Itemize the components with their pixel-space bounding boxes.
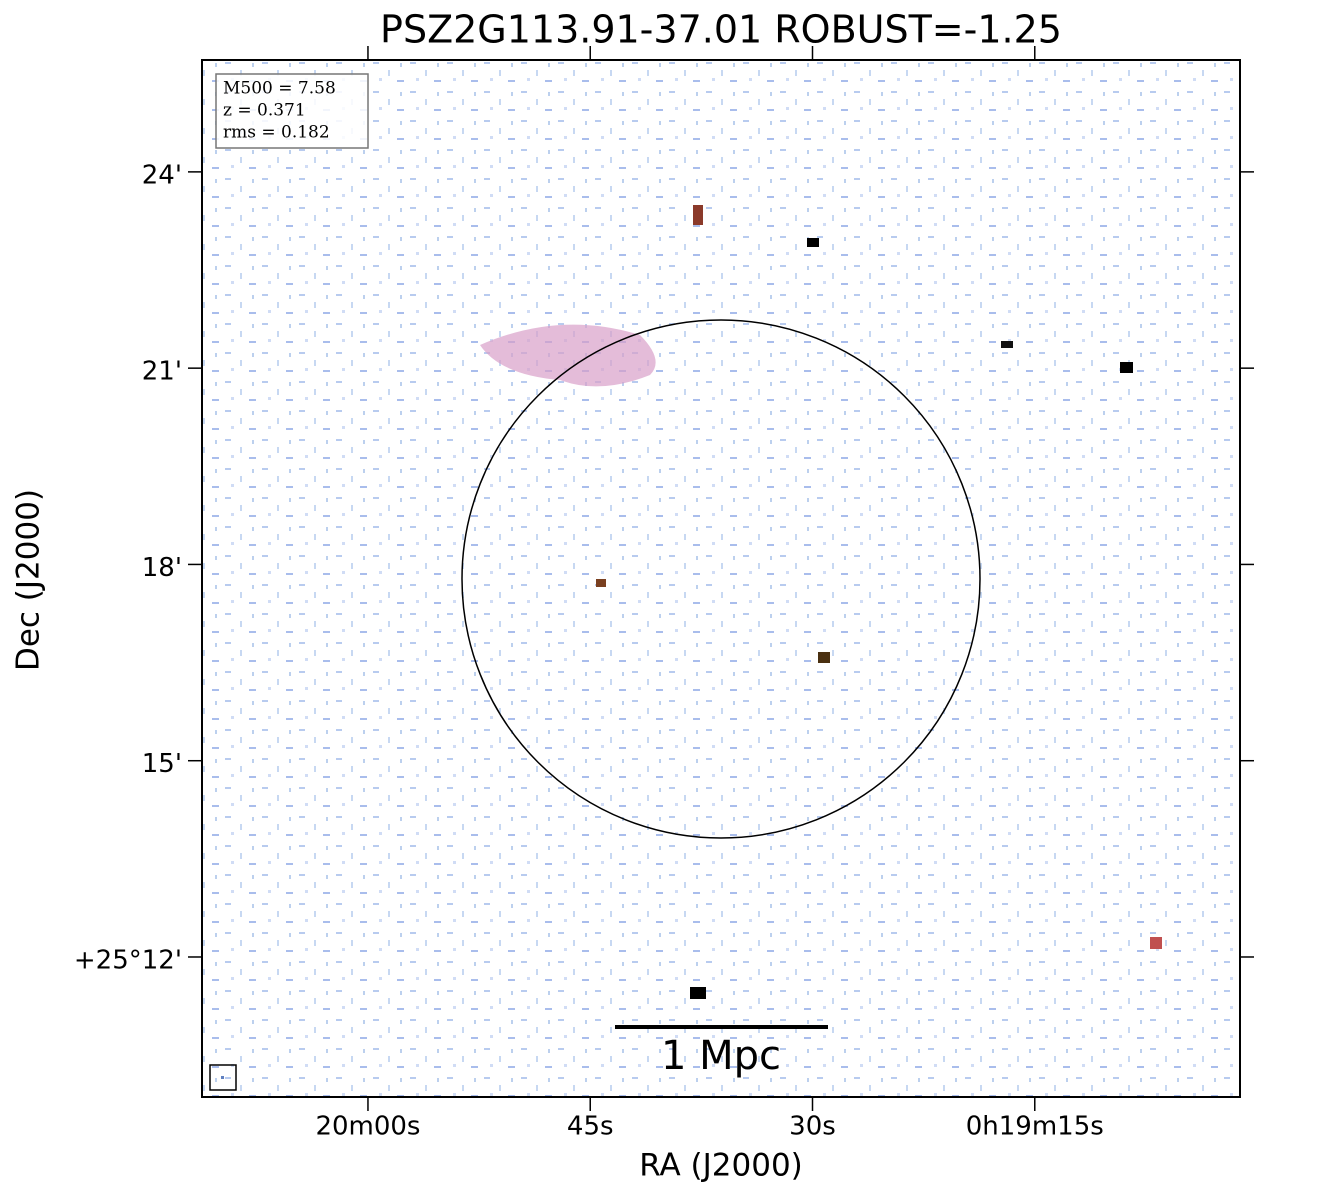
x-tick-label: 20m00s (315, 1112, 420, 1142)
y-tick-label: 24' (142, 160, 182, 190)
y-tick-label: 18' (142, 553, 182, 583)
plot-frame (201, 59, 1241, 1098)
annotation: M500 = 7.58 (223, 79, 336, 99)
source (693, 205, 703, 225)
image-noise (202, 60, 1240, 1097)
y-tick-label: 15' (142, 749, 182, 779)
source (1001, 341, 1013, 348)
info-box (215, 73, 369, 149)
y-tick-label: 21' (142, 357, 182, 387)
source (818, 652, 830, 663)
annotation: z = 0.371 (223, 101, 306, 121)
source (1120, 362, 1133, 373)
source (1150, 937, 1162, 949)
source (596, 579, 606, 587)
x-tick-label: 0h19m15s (966, 1112, 1104, 1142)
source (807, 238, 819, 247)
y-axis-label: Dec (J2000) (11, 489, 47, 671)
x-tick-label: 30s (789, 1112, 836, 1142)
diffuse-source (480, 324, 656, 387)
beam-box (209, 1064, 237, 1091)
source (690, 987, 706, 999)
x-axis-label: RA (J2000) (639, 1148, 803, 1184)
r500-circle (461, 319, 981, 839)
annotation: rms = 0.182 (223, 123, 330, 143)
beam (221, 1076, 224, 1079)
chart-title: PSZ2G113.91-37.01 ROBUST=-1.25 (380, 8, 1062, 52)
y-tick-label: +25°12' (74, 945, 182, 975)
scale-bar-label: 1 Mpc (661, 1033, 781, 1079)
sources (480, 205, 1162, 999)
x-tick-label: 45s (567, 1112, 614, 1142)
